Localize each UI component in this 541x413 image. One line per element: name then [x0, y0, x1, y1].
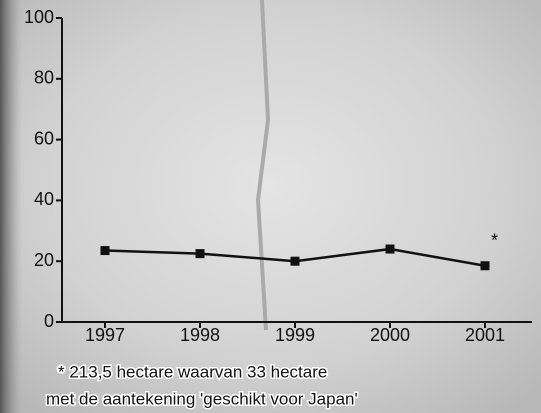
- footnote-line: * 213,5 hectare waarvan 33 hectare: [58, 362, 327, 381]
- data-point: [481, 261, 490, 270]
- background: [0, 0, 541, 413]
- x-tick-label: 2001: [465, 325, 505, 345]
- y-tick-label: 20: [34, 250, 54, 270]
- data-point: [386, 245, 395, 254]
- x-tick-label: 1998: [180, 325, 220, 345]
- y-tick-label: 0: [44, 311, 54, 331]
- data-point: [196, 249, 205, 258]
- annotation: *: [491, 231, 498, 251]
- x-tick-label: 1999: [275, 325, 315, 345]
- x-tick-label: 2000: [370, 325, 410, 345]
- background-edge: [0, 0, 22, 413]
- chart: * 213,5 hectare waarvan 33 hectare met d…: [0, 0, 541, 413]
- x-tick-label: 1997: [85, 325, 125, 345]
- y-tick-label: 60: [34, 128, 54, 148]
- y-tick-label: 80: [34, 68, 54, 88]
- y-tick-label: 100: [24, 7, 54, 27]
- footnote-line: met de aantekening 'geschikt voor Japan': [46, 389, 358, 408]
- y-tick-label: 40: [34, 189, 54, 209]
- data-point: [101, 246, 110, 255]
- data-point: [291, 257, 300, 266]
